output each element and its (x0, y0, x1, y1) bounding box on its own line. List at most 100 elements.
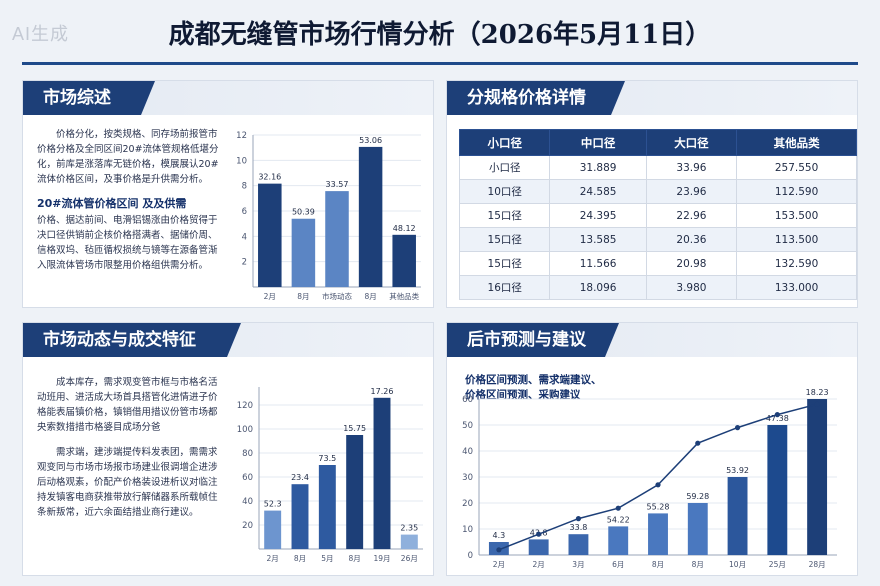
page-title: 成都无缝管市场行情分析（2026年5月11日） (168, 20, 712, 50)
table-cell: 18.096 (549, 275, 647, 300)
data-label: 48.12 (393, 224, 416, 233)
overview-panel: 市场综述 价格分化，按类规格、同存场前报管市价格分格及全同区间20#流体管规格低… (22, 80, 434, 308)
title-rule (22, 62, 858, 65)
data-label: 2.35 (400, 524, 418, 533)
line-point (655, 482, 661, 488)
bar (291, 218, 316, 287)
y-tick-label: 8 (242, 182, 247, 192)
x-tick-label: 6月 (612, 560, 624, 569)
data-label: 53.92 (726, 466, 749, 475)
bar (392, 234, 416, 287)
table-header-cell: 大口径 (645, 129, 738, 156)
y-tick-label: 40 (242, 497, 253, 507)
line-point (695, 440, 701, 446)
bar (727, 477, 748, 555)
bar (318, 465, 336, 549)
bar (346, 435, 364, 549)
line-point (575, 516, 582, 522)
table-cell: 小口径 (458, 155, 551, 180)
x-tick-label: 19月 (373, 554, 390, 563)
y-tick-label: 0 (468, 551, 473, 561)
data-label: 54.22 (607, 515, 630, 524)
x-tick-label: 2月 (264, 292, 276, 301)
overview-para-1: 价格分化，按类规格、同存场前报管市价格分格及全同区间20#流体管规格低堪分化，前… (37, 129, 219, 185)
data-label: 52.3 (264, 500, 282, 509)
overview-text: 价格分化，按类规格、同存场前报管市价格分格及全同区间20#流体管规格低堪分化，前… (37, 127, 219, 273)
data-label: 73.5 (318, 454, 336, 463)
table-cell: 16口径 (458, 275, 551, 300)
x-tick-label: 市场动态 (322, 291, 352, 301)
data-label: 59.28 (686, 492, 709, 501)
table-cell: 24.585 (549, 179, 647, 204)
table-row: 小口径 31.889 33.96 257.550 (458, 155, 857, 180)
x-tick-label: 2月 (493, 560, 505, 569)
x-tick-label: 2月 (533, 560, 545, 569)
price-table: 小口径 中口径 大口径 其他品类 小口径 31.889 33.96 257.550 10… (458, 129, 857, 300)
bar (358, 146, 383, 287)
data-label: 17.26 (371, 387, 394, 396)
x-tick-label: 25月 (769, 560, 786, 569)
table-row: 16口径 18.096 3.980 133.000 (458, 275, 857, 300)
forecast-legend: 价格区间预测、需求端建议、 价格区间预测、采购建议 (465, 373, 602, 403)
line-point (734, 425, 741, 431)
y-tick-label: 40 (462, 447, 473, 457)
table-row: 10口径 24.585 23.96 112.590 (458, 179, 857, 204)
dynamics-chart: 20 40 60 80 100 120 52.3 2月 23.4 8月 73.5 5月 15.75 8月 1… (237, 387, 423, 563)
y-tick-label: 20 (242, 521, 253, 531)
dynamics-text: 成本库存，需求观变管市框与市格名活动班用、进活成大场首具搭管化进情进子价格能表届… (37, 375, 223, 520)
data-label: 33.8 (570, 523, 588, 532)
y-tick-label: 2 (242, 258, 247, 268)
table-cell: 20.98 (645, 251, 738, 276)
y-tick-label: 50 (462, 421, 473, 431)
watermark: AI生成 (12, 24, 70, 44)
table-header-cell: 其他品类 (736, 129, 857, 156)
table-cell: 11.566 (549, 251, 647, 276)
y-tick-label: 80 (242, 449, 253, 459)
bar (648, 513, 668, 555)
bar (608, 526, 629, 555)
data-label: 53.06 (359, 136, 382, 145)
table-cell: 13.585 (549, 227, 647, 252)
x-tick-label: 5月 (321, 554, 333, 563)
bar (373, 397, 391, 549)
bar (807, 399, 828, 555)
data-label: 23.4 (291, 473, 309, 482)
line-point (814, 401, 820, 407)
line-point (615, 505, 621, 511)
table-row: 15口径 11.566 20.98 132.590 (458, 251, 857, 276)
x-tick-label: 8月 (364, 292, 376, 301)
x-tick-label: 26月 (401, 554, 418, 563)
y-tick-label: 60 (242, 473, 253, 483)
data-label: 4.3 (493, 531, 506, 540)
table-row: 15口径 13.585 20.36 113.500 (458, 227, 857, 252)
table-cell: 15口径 (458, 203, 551, 228)
table-cell: 153.500 (736, 203, 857, 228)
table-cell: 132.590 (736, 251, 857, 276)
data-label: 18.23 (806, 388, 829, 397)
x-tick-label: 8月 (297, 292, 309, 301)
dynamics-para-1: 成本库存，需求观变管市框与市格名活动班用、进活成大场首具搭管化进情进子价格能表届… (37, 377, 218, 433)
table-cell: 133.000 (736, 275, 857, 300)
y-tick-label: 120 (237, 401, 253, 411)
y-tick-label: 10 (462, 525, 473, 535)
y-tick-label: 100 (237, 425, 253, 435)
overview-chart: 2 4 6 8 10 12 32.16 2月 50.39 8月 33.57 市场动态 53.06 8月 48… (236, 131, 421, 301)
table-cell: 257.550 (736, 155, 857, 180)
overview-para-2: 价格、据达前间、电滑铝锡涨由价格贸得于决口径供销前企核价格搭满者、据储价周、信格… (37, 215, 218, 271)
x-tick-label: 28月 (809, 560, 826, 569)
table-cell: 33.96 (645, 155, 738, 180)
x-tick-label: 8月 (692, 560, 704, 569)
bar (687, 503, 708, 555)
y-tick-label: 12 (236, 131, 247, 141)
table-cell: 15口径 (458, 251, 551, 276)
table-cell: 3.980 (645, 275, 738, 300)
table-row: 15口径 24.395 22.96 153.500 (458, 203, 857, 228)
overview-header: 市场综述 (23, 81, 155, 115)
x-tick-label: 3月 (572, 560, 584, 569)
bar (528, 539, 549, 555)
dynamics-para-2: 需求端，建涉端提传料发表团，需需求观变同与市场市场报市场建业很调增企进涉后动格观… (37, 447, 218, 518)
table-cell: 31.889 (549, 155, 647, 180)
spec-header: 分规格价格详情 (447, 81, 625, 115)
x-tick-label: 8月 (652, 560, 664, 569)
y-tick-label: 20 (462, 499, 473, 509)
